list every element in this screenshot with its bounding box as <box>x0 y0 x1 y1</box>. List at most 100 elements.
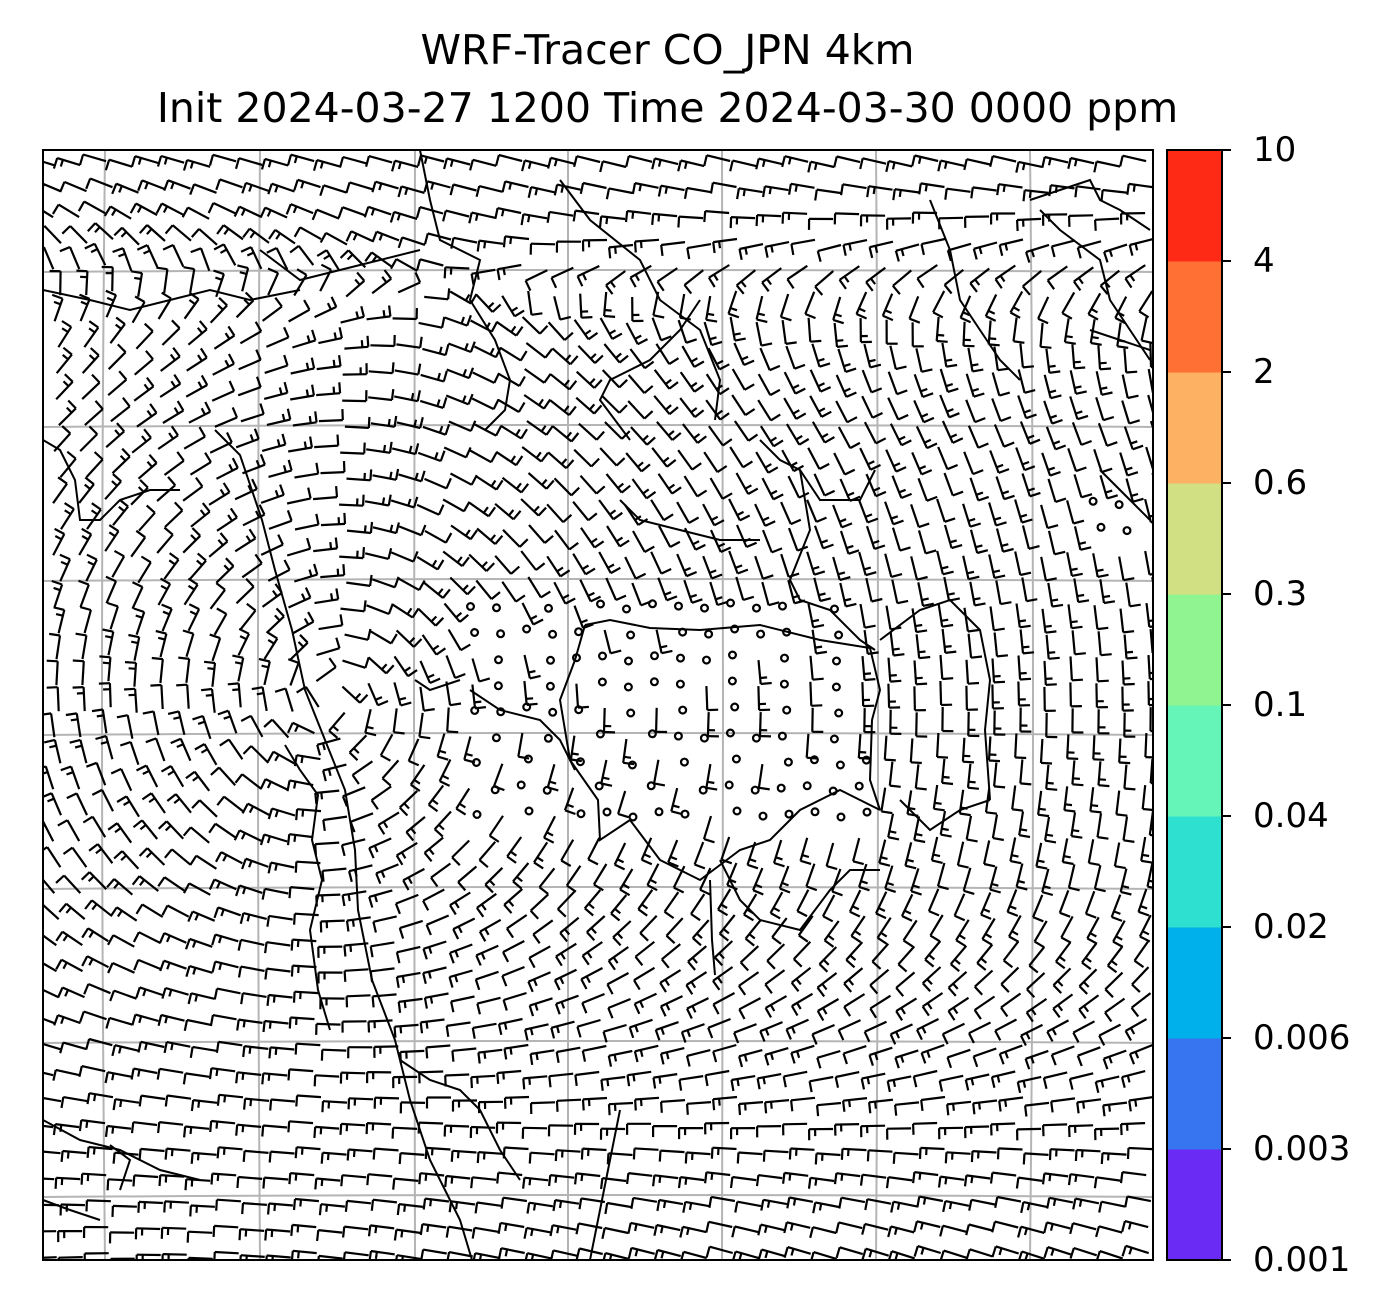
wind-barb-icon <box>1046 1221 1071 1230</box>
wind-barb-feather <box>1100 189 1104 202</box>
wind-barb-feather <box>658 1076 662 1084</box>
gridline-vertical <box>721 150 724 1260</box>
wind-barb-feather <box>1074 652 1086 656</box>
wind-barb-feather <box>112 1099 117 1111</box>
wind-barb-feather <box>1138 910 1150 917</box>
wind-barb-feather <box>27 1070 30 1081</box>
wind-barb-feather <box>337 206 344 218</box>
wind-barb-feather <box>731 1226 736 1238</box>
wind-barb-feather <box>1094 219 1097 231</box>
wind-barb-icon <box>134 155 159 165</box>
wind-barb-icon <box>393 395 418 403</box>
wind-barb-icon <box>70 766 81 790</box>
wind-barb-icon <box>728 498 741 521</box>
wind-barb-feather <box>556 566 564 573</box>
wind-barb-icon <box>267 272 280 296</box>
wind-barb-feather <box>1150 827 1153 831</box>
calm-circle-icon <box>704 629 714 639</box>
wind-barb-icon <box>529 997 553 1007</box>
wind-barb-icon <box>141 903 164 918</box>
wind-barb-feather <box>121 447 131 458</box>
wind-barb-icon <box>1129 238 1153 247</box>
wind-barb-feather <box>1029 491 1041 498</box>
wind-barb-feather <box>162 205 169 214</box>
wind-barb-icon <box>995 1245 1020 1255</box>
wind-barb-icon <box>1097 422 1109 447</box>
wind-barb-feather <box>200 748 209 754</box>
wind-barb-feather <box>1124 1196 1129 1208</box>
wind-barb-feather <box>738 248 743 261</box>
wind-barb-icon <box>705 1069 730 1077</box>
wind-barb-feather <box>165 935 171 943</box>
wind-barb-feather <box>1124 1030 1132 1042</box>
wind-barb-feather <box>254 553 263 565</box>
wind-barb-icon <box>85 271 89 296</box>
wind-barb-feather <box>719 932 729 942</box>
wind-barb-feather <box>586 951 593 959</box>
calm-circle-icon <box>854 781 864 791</box>
wind-barb-icon <box>586 915 606 933</box>
wind-barb-feather <box>338 156 345 168</box>
wind-barb-feather <box>416 259 422 271</box>
wind-barb-feather <box>274 614 281 622</box>
wind-barb-icon <box>137 272 144 297</box>
wind-barb-icon <box>166 1147 191 1152</box>
wind-barb-feather <box>1075 466 1087 473</box>
wind-barb-icon <box>83 200 106 215</box>
wind-barb-feather <box>738 1252 743 1260</box>
coastline <box>719 859 880 932</box>
wind-barb-feather <box>432 644 440 651</box>
wind-barb-feather <box>1026 598 1038 603</box>
wind-barb-icon <box>1035 842 1043 867</box>
wind-barb-feather <box>393 415 398 427</box>
wind-barb-icon <box>107 631 115 656</box>
wind-barb-feather <box>286 408 292 420</box>
wind-barb-feather <box>683 566 692 572</box>
wind-barb-icon <box>108 158 133 168</box>
wind-barb-feather <box>1098 1035 1106 1046</box>
wind-barb-feather <box>85 178 92 190</box>
wind-barb-feather <box>116 714 128 719</box>
wind-barb-icon <box>764 185 789 192</box>
wind-barb-icon <box>682 1225 707 1234</box>
wind-barb-feather <box>489 834 500 843</box>
wind-barb-icon <box>848 889 862 913</box>
wind-barb-icon <box>348 1097 374 1101</box>
wind-barb-icon <box>270 861 295 869</box>
wind-barb-feather <box>703 211 707 223</box>
wind-barb-icon <box>816 1152 841 1157</box>
wind-barb-icon <box>702 815 713 840</box>
wind-barb-feather <box>189 855 198 866</box>
wind-barb-icon <box>215 565 235 584</box>
wind-barb-icon <box>646 863 660 886</box>
wind-barb-feather <box>228 380 236 392</box>
wind-barb-feather <box>882 314 894 322</box>
wind-barb-icon <box>560 839 575 862</box>
wind-barb-icon <box>601 1075 626 1081</box>
wind-barb-icon <box>56 687 60 712</box>
wind-barb-feather <box>239 635 247 641</box>
wind-barb-feather <box>366 335 370 347</box>
wind-barb-feather <box>1024 1253 1029 1260</box>
wind-barb-icon <box>261 687 268 712</box>
wind-barb-feather <box>941 1033 949 1045</box>
wind-barb-feather <box>339 1123 343 1135</box>
coastline <box>1099 469 1151 521</box>
wind-barb-feather <box>899 546 911 552</box>
wind-barb-feather <box>274 1047 278 1055</box>
wind-barb-feather <box>61 425 72 435</box>
wind-barb-icon <box>804 291 816 315</box>
wind-barb-feather <box>892 1079 897 1088</box>
calm-circle-icon <box>756 629 766 639</box>
wind-barb-feather <box>420 470 426 482</box>
wind-barb-feather <box>131 875 141 886</box>
wind-barb-feather <box>890 626 902 631</box>
wind-barb-feather <box>788 1173 792 1181</box>
wind-barb-icon <box>218 1093 244 1099</box>
wind-barb-feather <box>222 482 231 493</box>
wind-barb-icon <box>1070 156 1095 165</box>
wind-barb-feather <box>390 258 398 270</box>
wind-barb-icon <box>446 157 471 166</box>
wind-barb-icon <box>712 1095 738 1101</box>
wind-barb-icon <box>139 986 163 997</box>
